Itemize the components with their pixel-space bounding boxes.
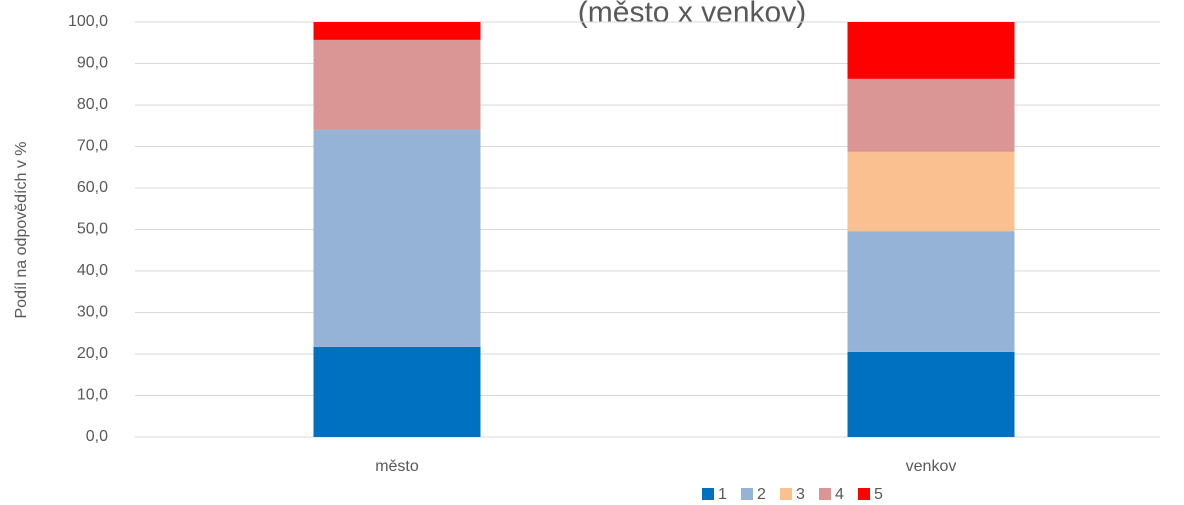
legend-label: 2 xyxy=(757,486,766,503)
bar-segment xyxy=(847,351,1015,437)
legend-swatch xyxy=(780,488,792,500)
legend-swatch xyxy=(741,488,753,500)
x-tick-label: město xyxy=(375,458,419,475)
y-tick-label: 60,0 xyxy=(77,179,108,196)
legend-label: 4 xyxy=(835,486,844,503)
y-tick-label: 90,0 xyxy=(77,55,108,72)
legend-swatch xyxy=(819,488,831,500)
y-tick-label: 40,0 xyxy=(77,262,108,279)
legend-label: 3 xyxy=(796,486,805,503)
y-tick-label: 50,0 xyxy=(77,221,108,238)
y-tick-label: 80,0 xyxy=(77,96,108,113)
y-tick-label: 20,0 xyxy=(77,345,108,362)
legend-label: 1 xyxy=(718,486,727,503)
bar-segment xyxy=(847,231,1015,352)
y-tick-label: 10,0 xyxy=(77,387,108,404)
bar-segment xyxy=(847,78,1015,152)
y-tick-label: 100,0 xyxy=(68,13,108,30)
y-tick-label: 70,0 xyxy=(77,138,108,155)
bar-segment xyxy=(313,129,481,347)
legend-swatch xyxy=(702,488,714,500)
bar-segment xyxy=(847,151,1015,232)
y-tick-label: 30,0 xyxy=(77,304,108,321)
legend-swatch xyxy=(858,488,870,500)
bar-segment xyxy=(313,346,481,437)
legend-label: 5 xyxy=(874,486,883,503)
bar-segment xyxy=(313,39,481,130)
bar-segment xyxy=(313,22,481,40)
y-tick-label: 0,0 xyxy=(86,428,108,445)
x-tick-label: venkov xyxy=(906,458,957,475)
y-axis-label: Podíl na odpovědích v % xyxy=(13,141,30,318)
chart-title: (město x venkov) xyxy=(578,0,806,29)
bar-segment xyxy=(847,22,1015,79)
